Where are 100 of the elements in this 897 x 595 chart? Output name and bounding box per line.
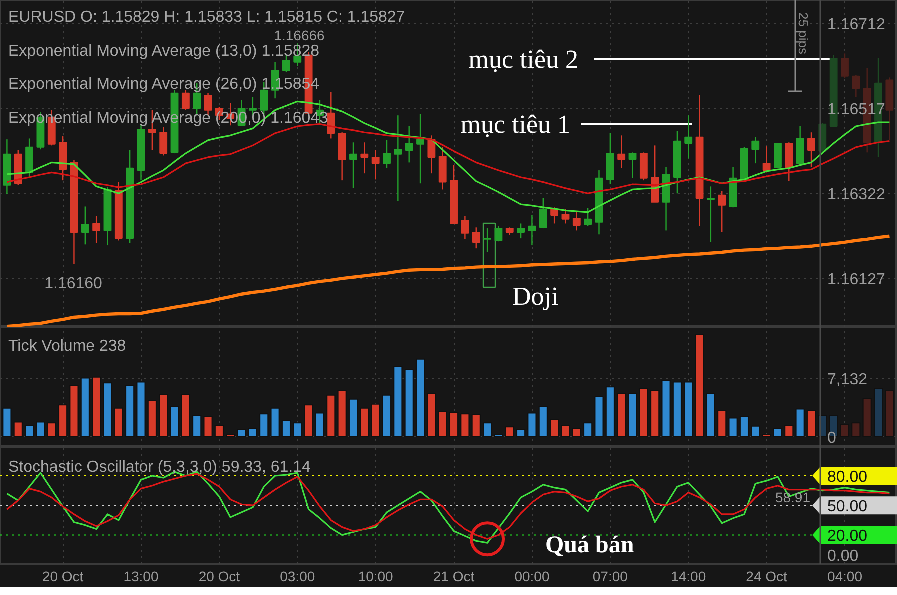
x-tick-label: 04:00 (827, 568, 863, 584)
bar (338, 390, 347, 438)
bar (639, 388, 648, 438)
candlestick (539, 198, 548, 230)
bar (796, 408, 805, 438)
bar (170, 406, 180, 438)
bar (584, 422, 593, 438)
bar (450, 412, 459, 438)
candlestick (528, 214, 536, 246)
bar (538, 406, 548, 438)
candlestick (360, 142, 369, 174)
bar (304, 404, 314, 438)
bar (394, 366, 403, 438)
bar (159, 394, 168, 438)
bar (404, 370, 414, 438)
bar (136, 382, 146, 438)
bar (728, 418, 738, 438)
x-tick-label: 24 Oct (746, 568, 788, 584)
bar (248, 428, 258, 438)
bar (214, 425, 224, 438)
bar (594, 396, 604, 438)
bar (315, 412, 324, 438)
candlestick (282, 54, 290, 74)
candlestick (494, 226, 503, 242)
candlestick (785, 142, 794, 182)
bar (237, 429, 246, 438)
bar (762, 434, 772, 438)
bar (348, 398, 358, 438)
candlestick (517, 223, 526, 240)
bar (14, 422, 23, 438)
x-tick-label: 21 Oct (433, 568, 475, 584)
candlestick (350, 142, 358, 190)
candlestick (550, 207, 559, 224)
bar (528, 412, 537, 438)
x-tick-label: 13:00 (124, 568, 159, 584)
candlestick (327, 92, 336, 140)
candlestick (472, 227, 480, 250)
annotation: 1.16666 (274, 28, 326, 44)
annotation: Quá bán (546, 532, 634, 558)
candlestick (405, 126, 414, 164)
bar (270, 408, 280, 438)
candlestick (808, 132, 816, 168)
text: Tick Volume 238 (8, 338, 126, 355)
bar (606, 386, 615, 438)
bar (672, 382, 682, 438)
annotation: 1.16160 (44, 276, 103, 292)
text: Stochastic Oscillator (5,3,3,0) 59.33, 61.14 (8, 459, 311, 476)
bar (25, 425, 34, 438)
candlestick (762, 146, 771, 174)
bar (80, 378, 90, 438)
x-tick-label: 20 Oct (198, 568, 240, 584)
bar (516, 429, 526, 438)
candlestick (81, 206, 90, 246)
bar (840, 424, 850, 438)
candlestick (841, 53, 849, 80)
candlestick (461, 216, 470, 240)
candlestick (852, 74, 860, 98)
y-tick-label: 0.00 (828, 548, 859, 565)
bar (260, 414, 269, 438)
bar (416, 358, 426, 438)
ref-line-label: mục tiêu 2 (468, 44, 579, 74)
bar (427, 393, 436, 438)
bar (114, 408, 124, 438)
y-tick-label: 1.16127 (828, 272, 886, 289)
bar (718, 410, 727, 438)
x-tick-label: 20 Oct (42, 568, 84, 584)
y-tick-label: 7,132 (828, 372, 868, 389)
bar (192, 415, 202, 438)
line-series (6, 234, 892, 327)
candlestick (774, 142, 782, 169)
bar (282, 420, 291, 438)
x-tick-label: 10:00 (358, 568, 394, 584)
bar (550, 419, 560, 438)
y-tick-label: 20.00 (828, 528, 868, 546)
bar (885, 390, 894, 438)
y-tick-label: 1.16712 (828, 16, 886, 34)
bar (148, 400, 157, 438)
candlestick (160, 126, 168, 156)
bar (650, 390, 660, 438)
y-tick-label: 0 (828, 430, 836, 447)
bar (862, 398, 872, 438)
bar (617, 393, 626, 438)
candlestick (706, 186, 715, 244)
candlestick (718, 190, 726, 234)
bar (70, 385, 79, 438)
x-tick-label: 07:00 (592, 568, 628, 584)
x-tick-label: 14:00 (671, 568, 706, 584)
candlestick (484, 228, 492, 254)
bar (382, 394, 392, 438)
bar (494, 434, 504, 438)
candlestick (562, 208, 570, 224)
bar (751, 426, 760, 438)
y-tick-label: 50.00 (828, 498, 868, 516)
ref-line-label: mục tiêu 1 (460, 110, 571, 139)
bar (460, 414, 470, 438)
bar (505, 426, 514, 438)
bar (472, 414, 481, 438)
bar (103, 382, 112, 438)
bar (58, 404, 68, 438)
y-tick-label: 80.00 (828, 469, 868, 486)
